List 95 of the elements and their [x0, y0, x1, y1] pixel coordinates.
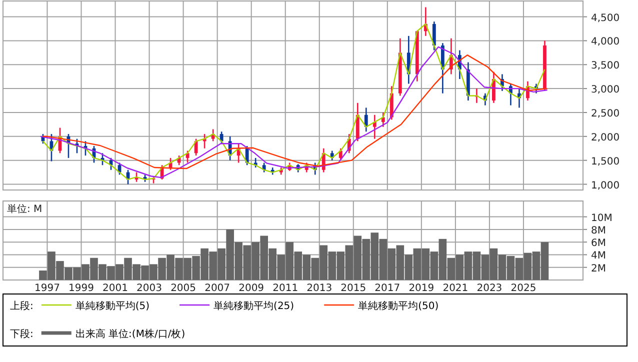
y-tick-label: 4,500	[591, 12, 620, 24]
legend-label: 単純移動平均(5)	[75, 300, 150, 312]
bar	[150, 264, 158, 280]
bar	[141, 265, 149, 280]
bar	[56, 261, 64, 280]
legend-label: 出来高 単位:(M株/口/枚)	[75, 328, 186, 340]
x-tick-label: 2001	[102, 283, 128, 294]
bar	[370, 232, 379, 280]
legend-title: 下段:	[10, 328, 34, 340]
y-tick-label: 4,000	[591, 36, 620, 48]
bar	[328, 252, 336, 280]
bar	[64, 267, 72, 280]
bar	[515, 258, 524, 280]
bar	[447, 258, 456, 280]
bar	[277, 254, 286, 280]
bar	[422, 248, 430, 280]
bar	[218, 248, 226, 280]
bar	[481, 254, 490, 280]
bar	[345, 245, 354, 280]
bar	[243, 245, 251, 280]
bar	[107, 266, 115, 280]
bar	[490, 248, 498, 280]
bar	[430, 252, 438, 280]
bar	[175, 258, 183, 280]
bar	[192, 256, 200, 280]
bar	[268, 248, 276, 280]
bar	[413, 248, 422, 280]
legend-title: 上段:	[10, 300, 34, 312]
bar	[438, 238, 447, 280]
y-tick-label: 10M	[591, 212, 612, 224]
legend-label: 単純移動平均(50)	[358, 300, 439, 312]
x-tick-label: 2011	[272, 283, 298, 294]
x-tick-label: 2019	[408, 283, 434, 294]
bar	[124, 258, 132, 280]
legend-label: 単純移動平均(25)	[214, 300, 294, 312]
bar	[506, 256, 515, 280]
x-tick-label: 2021	[442, 283, 468, 294]
x-tick-label: 2009	[238, 283, 264, 294]
bar	[252, 242, 260, 280]
x-tick-label: 2023	[476, 283, 502, 294]
x-tick-label: 2017	[374, 283, 400, 294]
y-tick-label: 1,000	[591, 180, 620, 192]
y-tick-label: 8M	[591, 225, 606, 236]
bar	[90, 258, 98, 280]
bar	[39, 270, 47, 280]
bar	[464, 252, 472, 280]
y-tick-label: 6M	[591, 238, 606, 250]
bar	[404, 254, 413, 280]
bar	[354, 236, 362, 280]
bar	[226, 229, 234, 280]
bar	[540, 242, 549, 280]
x-tick-label: 2007	[204, 283, 230, 294]
annotation: 単位: M	[7, 203, 42, 215]
bar	[116, 264, 124, 280]
bar	[498, 254, 506, 280]
bar	[396, 245, 404, 280]
bar	[320, 245, 328, 280]
bar	[294, 252, 302, 280]
bar	[524, 252, 532, 280]
bar	[260, 236, 268, 280]
bar	[532, 252, 540, 280]
x-tick-label: 1999	[68, 283, 94, 294]
bar	[311, 258, 320, 280]
bar	[82, 264, 90, 280]
bar	[456, 254, 464, 280]
y-tick-label: 2,000	[591, 132, 620, 144]
x-tick-label: 1997	[34, 283, 60, 294]
y-tick-label: 4M	[591, 250, 606, 262]
bar	[166, 254, 174, 280]
bar	[286, 242, 294, 280]
y-tick-label: 3,000	[591, 84, 620, 96]
bar	[73, 267, 81, 280]
bar	[379, 238, 388, 280]
bar	[302, 254, 311, 280]
bar	[132, 264, 140, 280]
bar	[472, 252, 481, 280]
bar	[234, 242, 242, 280]
bar	[336, 252, 345, 280]
y-tick-label: 3,500	[591, 60, 620, 72]
y-tick-label: 2,500	[591, 108, 620, 120]
bar	[209, 252, 217, 280]
bar	[48, 252, 56, 280]
y-tick-label: 2M	[591, 263, 606, 274]
x-tick-label: 2025	[510, 283, 536, 294]
bar	[184, 258, 192, 280]
bar	[158, 258, 166, 280]
bar	[388, 248, 396, 280]
bar	[98, 264, 106, 280]
bar	[362, 238, 370, 280]
x-tick-label: 2003	[136, 283, 162, 294]
y-tick-label: 1,500	[591, 156, 620, 168]
x-tick-label: 2005	[170, 283, 196, 294]
x-tick-label: 2015	[340, 283, 366, 294]
x-tick-label: 2013	[306, 283, 332, 294]
bar	[200, 248, 208, 280]
